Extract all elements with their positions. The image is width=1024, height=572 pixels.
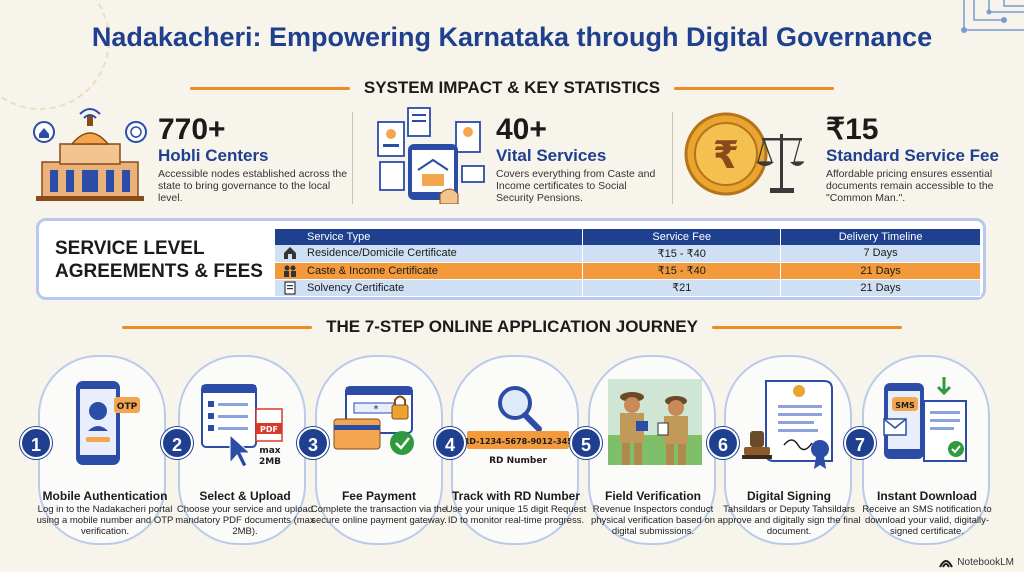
circuit-decoration-icon: [961, 0, 1024, 33]
step-number: 3: [297, 427, 329, 459]
table-row: Residence/Domicile Certificate ₹15 - ₹40…: [275, 245, 981, 263]
government-building-icon: [33, 108, 147, 201]
sms-download-icon: SMS: [883, 377, 967, 462]
divider: [672, 112, 673, 204]
card-payment-icon: *: [333, 386, 414, 455]
brand-watermark: NotebookLM: [939, 557, 1014, 568]
step-title: Fee Payment: [341, 489, 417, 503]
cell-timeline: 7 Days: [780, 245, 981, 263]
signed-certificate-icon: [742, 380, 833, 469]
step-title: Mobile Authentication: [42, 489, 168, 503]
step-description: Log in to the Nadakacheri portal using a…: [36, 504, 174, 537]
cell-timeline: 21 Days: [780, 279, 981, 297]
table-row: Solvency Certificate ₹21 21 Days: [275, 279, 981, 297]
stat-value: 40+: [496, 113, 547, 146]
stat-vital-services: 40+ Vital Services Covers everything fro…: [370, 104, 670, 214]
stat-label: Standard Service Fee: [826, 146, 999, 165]
notebooklm-logo-icon: [939, 559, 954, 567]
otp-label: OTP: [117, 402, 138, 412]
journey-heading-text: THE 7-STEP ONLINE APPLICATION JOURNEY: [326, 317, 698, 336]
step-title: Field Verification: [604, 489, 702, 503]
svg-text:₹: ₹: [713, 133, 739, 177]
phone-otp-icon: OTP: [76, 381, 140, 465]
services-documents-icon: [377, 107, 485, 204]
step-title: Track with RD Number: [451, 489, 581, 503]
step-number: 7: [844, 427, 876, 459]
step-number: 6: [707, 427, 739, 459]
divider: [352, 112, 353, 204]
table-row: Caste & Income Certificate ₹15 - ₹40 21 …: [275, 262, 981, 280]
sla-panel: SERVICE LEVEL AGREEMENTS & FEES Service …: [36, 218, 986, 300]
house-icon: [284, 247, 296, 259]
stat-service-fee: ₹ ₹15 Standard Service Fee Affordable pr…: [684, 104, 999, 214]
stat-description: Accessible nodes established across the …: [158, 168, 348, 204]
step-description: Receive an SMS notification to download …: [862, 504, 992, 537]
cell-fee: ₹15 - ₹40: [582, 245, 782, 263]
cell-fee: ₹15 - ₹40: [582, 262, 782, 280]
sla-table: Service Type Service Fee Delivery Timeli…: [275, 229, 981, 297]
col-header-service: Service Type: [275, 229, 584, 245]
sla-title-line2: AGREEMENTS & FEES: [55, 261, 263, 282]
family-icon: [284, 265, 296, 277]
inspectors-icon: [608, 379, 702, 465]
step-number: 1: [20, 427, 52, 459]
cell-fee: ₹21: [582, 279, 782, 297]
stat-label: Vital Services: [496, 146, 607, 165]
cell-service: Solvency Certificate: [307, 281, 405, 294]
impact-heading-text: SYSTEM IMPACT & KEY STATISTICS: [363, 78, 661, 97]
step-number: 5: [570, 427, 602, 459]
step-title: Select & Upload: [199, 489, 291, 503]
col-header-fee: Service Fee: [582, 229, 782, 245]
stat-description: Covers everything from Caste and Income …: [496, 168, 656, 204]
size-label: 2MB: [259, 457, 281, 467]
sms-label: SMS: [895, 401, 915, 410]
step-title: Digital Signing: [747, 489, 831, 503]
stat-description: Affordable pricing ensures essential doc…: [826, 168, 994, 204]
step-number: 4: [434, 427, 466, 459]
step-title: Instant Download: [877, 489, 977, 503]
impact-section-heading: SYSTEM IMPACT & KEY STATISTICS: [0, 78, 1024, 98]
magnifier-icon: RD-1234-5678-9012-345 RD Number: [463, 386, 573, 466]
password-mask: *: [374, 404, 379, 415]
stat-value: ₹15: [826, 113, 879, 146]
stat-label: Hobli Centers: [158, 146, 269, 165]
brand-name: NotebookLM: [957, 557, 1014, 568]
rupee-coin-scale-icon: ₹: [684, 112, 804, 196]
sla-title-line1: SERVICE LEVEL: [55, 238, 205, 259]
document-icon: [284, 280, 296, 295]
cell-service: Caste & Income Certificate: [307, 264, 438, 277]
stats-row: 770+ Hobli Centers Accessible nodes esta…: [30, 104, 999, 214]
step-number: 2: [161, 427, 193, 459]
rd-number-value: RD-1234-5678-9012-345: [463, 437, 573, 446]
step-description: Use your unique 15 digit Request ID to m…: [445, 504, 587, 526]
sla-title: SERVICE LEVEL AGREEMENTS & FEES: [55, 237, 263, 283]
step-description: Choose your service and upload mandatory…: [175, 504, 315, 537]
page-title: Nadakacheri: Empowering Karnataka throug…: [91, 22, 933, 52]
rd-number-label: RD Number: [489, 456, 547, 466]
journey-section-heading: THE 7-STEP ONLINE APPLICATION JOURNEY: [0, 317, 1024, 337]
step-description: Revenue Inspectors conduct physical veri…: [590, 504, 716, 537]
pdf-label: PDF: [260, 425, 278, 434]
form-upload-icon: PDF max 2MB: [201, 384, 283, 468]
cell-service: Residence/Domicile Certificate: [307, 247, 457, 260]
steps-row: OTP 1 Mobile Authentication Log in to th…: [0, 345, 1024, 570]
max-label: max: [259, 446, 280, 456]
stat-hobli-centers: 770+ Hobli Centers Accessible nodes esta…: [30, 104, 350, 214]
col-header-timeline: Delivery Timeline: [780, 229, 981, 245]
step-description: Tahsildars or Deputy Tahsildars approve …: [717, 504, 861, 537]
stat-value: 770+: [158, 113, 226, 146]
cell-timeline: 21 Days: [780, 262, 981, 280]
step-description: Complete the transaction via the secure …: [310, 504, 448, 526]
